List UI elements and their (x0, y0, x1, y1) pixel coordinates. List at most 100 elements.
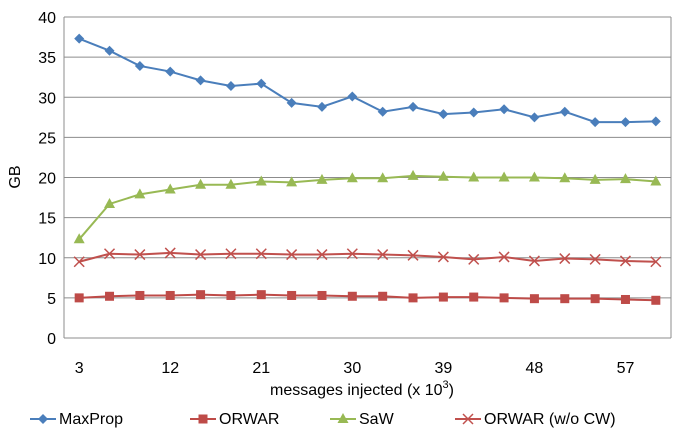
y-tick-label: 25 (38, 130, 56, 147)
data-point-orwar (135, 290, 145, 300)
data-point-saw (134, 188, 146, 199)
x-tick-label: 57 (617, 360, 635, 377)
data-point-maxprop (650, 116, 661, 127)
data-point-orwar-w-o-cw (286, 249, 298, 261)
data-point-maxprop (104, 45, 115, 56)
data-point-saw (528, 171, 540, 182)
legend-swatch-marker (198, 414, 208, 424)
series-orwar-w-o-cw (73, 247, 662, 268)
data-point-saw (346, 172, 358, 183)
data-point-orwar (256, 290, 266, 300)
data-point-orwar (408, 293, 418, 303)
series-line-maxprop (78, 37, 656, 124)
data-point-orwar-w-o-cw (103, 248, 116, 260)
series-saw (73, 169, 662, 244)
data-point-orwar (529, 294, 539, 304)
data-point-orwar (105, 291, 115, 301)
data-point-maxprop (286, 97, 297, 108)
x-axis-ticks: 3 12 21 30 39 48 57 (75, 360, 635, 377)
x-tick-label: 12 (161, 360, 179, 377)
x-axis-title-main: messages injected (x 10 (270, 382, 443, 399)
data-point-saw (73, 233, 85, 244)
legend-label: SaW (359, 411, 395, 428)
data-point-orwar-w-o-cw (589, 253, 601, 265)
data-point-orwar-w-o-cw (468, 253, 480, 265)
y-tick-label: 30 (38, 90, 56, 107)
series-orwar (74, 290, 661, 305)
data-point-orwar-w-o-cw (498, 251, 510, 263)
x-tick-label: 21 (252, 360, 270, 377)
data-point-maxprop (165, 66, 176, 77)
y-tick-label: 35 (38, 50, 56, 67)
data-point-orwar-w-o-cw (134, 249, 146, 261)
data-point-orwar-w-o-cw (437, 251, 449, 263)
data-point-saw (286, 176, 298, 187)
data-point-orwar (226, 290, 236, 300)
legend-label: ORWAR (219, 411, 279, 428)
data-point-orwar (590, 294, 600, 304)
data-point-maxprop (468, 107, 479, 118)
data-point-orwar-w-o-cw (164, 247, 176, 259)
data-point-maxprop (347, 91, 358, 102)
data-point-maxprop (225, 81, 236, 92)
data-point-maxprop (529, 112, 540, 123)
legend-item-maxprop: MaxProp (30, 411, 123, 428)
y-tick-label: 15 (38, 211, 56, 228)
data-point-maxprop (559, 106, 570, 117)
y-axis-ticks: 0 5 10 15 20 25 30 35 40 (38, 10, 56, 348)
data-point-orwar-w-o-cw (528, 255, 540, 267)
legend-label: ORWAR (w/o CW) (484, 411, 616, 428)
series-layer (73, 33, 662, 305)
y-tick-label: 10 (38, 251, 56, 268)
series-line-saw (78, 174, 656, 240)
legend: MaxProp ORWAR SaW ORWAR (w/o CW) (30, 411, 616, 428)
y-tick-label: 5 (47, 291, 56, 308)
series-line-orwar (79, 293, 656, 302)
data-point-orwar (560, 294, 570, 304)
data-point-orwar-w-o-cw (650, 256, 662, 268)
x-tick-label: 48 (526, 360, 544, 377)
data-point-saw (650, 175, 662, 186)
data-point-orwar (651, 295, 661, 305)
data-point-orwar (347, 291, 357, 301)
data-point-saw (377, 172, 389, 183)
series-maxprop (74, 33, 661, 128)
data-point-orwar-w-o-cw (346, 248, 358, 260)
data-point-saw (589, 173, 601, 184)
data-point-maxprop (377, 106, 388, 117)
data-point-orwar-w-o-cw (407, 249, 419, 261)
data-point-maxprop (620, 117, 631, 128)
data-point-orwar (74, 293, 84, 303)
x-tick-label: 30 (343, 360, 361, 377)
data-point-orwar (378, 291, 388, 301)
y-axis-title: GB (7, 165, 24, 188)
legend-swatch-marker (337, 413, 349, 423)
data-point-saw (104, 197, 116, 208)
data-point-orwar-w-o-cw (316, 249, 328, 261)
legend-item-orwar-w-o-cw: ORWAR (w/o CW) (455, 411, 616, 428)
data-point-orwar-w-o-cw (195, 249, 207, 261)
data-point-orwar-w-o-cw (73, 256, 85, 268)
legend-label: MaxProp (59, 411, 123, 428)
y-tick-label: 0 (47, 331, 56, 348)
data-point-orwar (620, 294, 630, 304)
series-line-orwar-w-o-cw (78, 251, 656, 263)
data-point-maxprop (438, 109, 449, 120)
y-tick-label: 20 (38, 171, 56, 188)
data-point-orwar (499, 293, 509, 303)
data-point-saw (437, 170, 449, 181)
data-point-saw (407, 169, 419, 180)
data-point-orwar-w-o-cw (255, 248, 267, 260)
x-axis-title-close: ) (449, 382, 454, 399)
data-point-orwar (196, 290, 206, 300)
data-point-orwar (469, 292, 479, 302)
data-point-saw (225, 178, 237, 189)
data-point-maxprop (408, 101, 419, 112)
data-point-maxprop (316, 101, 327, 112)
data-point-maxprop (74, 33, 85, 44)
data-point-maxprop (499, 104, 510, 115)
data-point-saw (498, 171, 510, 182)
data-point-maxprop (195, 75, 206, 86)
data-point-orwar (317, 290, 327, 300)
